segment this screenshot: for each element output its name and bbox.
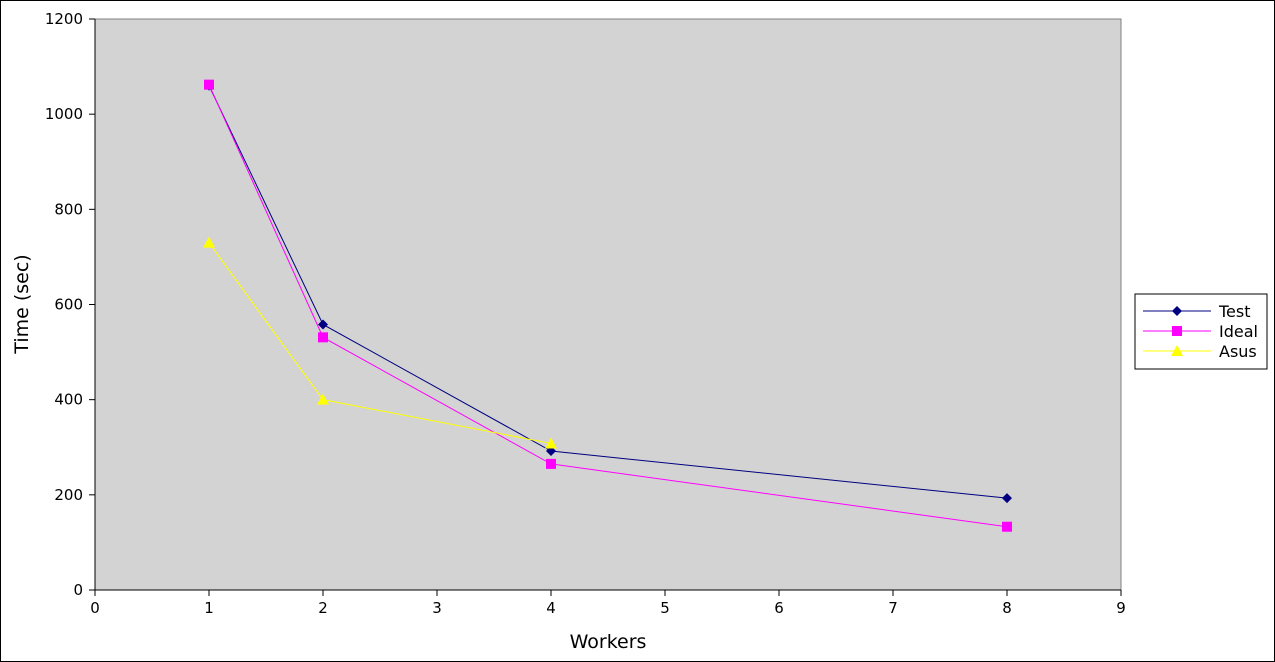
series-markers: [203, 79, 1012, 532]
data-point-test: [546, 446, 556, 457]
legend-marker-asus: [1171, 345, 1183, 356]
y-tick-label: 1000: [45, 105, 83, 123]
legend-label-test: Test: [1218, 302, 1251, 321]
data-point-ideal: [318, 332, 328, 343]
y-axis-title: Time (sec): [11, 254, 33, 354]
y-tick-label: 400: [54, 391, 83, 409]
x-tick-label: 7: [888, 599, 898, 617]
data-point-test: [318, 319, 328, 330]
x-tick-label: 3: [432, 599, 442, 617]
data-point-ideal: [1002, 521, 1012, 532]
data-point-asus: [545, 437, 557, 449]
data-point-ideal: [546, 458, 556, 469]
legend-marker-ideal: [1172, 326, 1182, 336]
legend-marker-test: [1172, 306, 1182, 316]
x-tick-label: 9: [1116, 599, 1126, 617]
data-point-test: [1002, 493, 1012, 504]
x-tick-label: 1: [204, 599, 214, 617]
x-tick-label: 6: [774, 599, 784, 617]
x-axis-title: Workers: [570, 631, 647, 653]
series-line-test: [208, 85, 1008, 499]
legend-label-asus: Asus: [1219, 342, 1257, 361]
plot-area: [94, 18, 1122, 591]
y-tick-label: 0: [73, 581, 83, 599]
y-tick-label: 200: [54, 486, 83, 504]
y-tick-label: 1200: [45, 10, 83, 28]
x-tick-label: 2: [318, 599, 328, 617]
series-line-ideal: [208, 84, 1008, 528]
y-tick-label: 800: [54, 200, 83, 218]
x-tick-label: 4: [546, 599, 556, 617]
data-point-asus: [317, 393, 329, 405]
x-tick-label: 5: [660, 599, 670, 617]
x-tick-label: 8: [1002, 599, 1012, 617]
x-tick-label: 0: [90, 599, 100, 617]
y-tick-label: 600: [54, 296, 83, 314]
legend-label-ideal: Ideal: [1219, 322, 1258, 341]
data-point-ideal: [204, 79, 214, 90]
axes: 0 200 400 600 800 1000 1200 0 1 2 3 4 5 6 7 8 9: [45, 10, 1126, 617]
data-point-asus: [203, 236, 215, 248]
